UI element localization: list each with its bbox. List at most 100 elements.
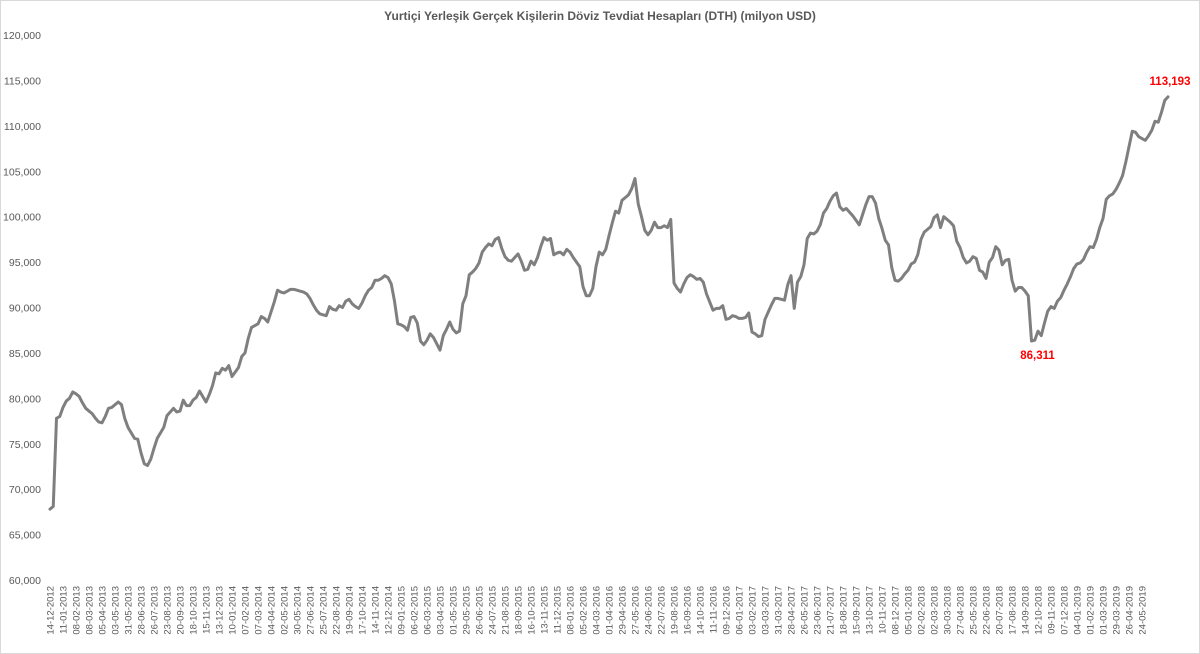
x-tick-label: 06-01-2017 [735, 586, 746, 635]
x-tick-label: 08-01-2016 [566, 586, 577, 635]
y-tick-label: 60,000 [9, 575, 41, 587]
x-tick-label: 14-09-2018 [1021, 586, 1032, 635]
x-tick-label: 03-05-2013 [111, 586, 122, 635]
x-tick-label: 06-02-2015 [410, 586, 421, 635]
x-tick-label: 14-11-2014 [371, 586, 382, 634]
x-tick-label: 26-04-2019 [1125, 586, 1136, 635]
x-tick-label: 04-03-2016 [592, 586, 603, 635]
y-tick-label: 95,000 [9, 257, 41, 269]
x-tick-label: 01-02-2019 [1086, 586, 1097, 635]
x-tick-label: 18-08-2017 [839, 586, 850, 635]
x-tick-label: 09-12-2016 [722, 586, 733, 635]
y-tick-label: 70,000 [9, 484, 41, 496]
x-tick-label: 05-01-2018 [904, 586, 915, 635]
x-tick-label: 16-09-2016 [683, 586, 694, 635]
y-tick-label: 65,000 [9, 530, 41, 542]
x-tick-label: 25-07-2014 [319, 586, 330, 635]
x-tick-label: 04-01-2019 [1073, 586, 1084, 635]
x-tick-label: 29-05-2015 [462, 586, 473, 635]
x-tick-label: 20-07-2018 [995, 586, 1006, 635]
x-tick-label: 27-06-2014 [306, 586, 317, 635]
x-tick-label: 22-08-2014 [332, 586, 343, 635]
x-tick-label: 03-02-2017 [748, 586, 759, 635]
x-tick-label: 07-02-2014 [241, 586, 252, 635]
x-tick-label: 19-09-2014 [345, 586, 356, 635]
x-tick-label: 27-05-2016 [631, 586, 642, 635]
x-tick-label: 06-03-2015 [423, 586, 434, 635]
x-tick-label: 10-01-2014 [228, 586, 239, 635]
x-tick-label: 20-09-2013 [176, 586, 187, 635]
x-tick-label: 18-09-2015 [514, 586, 525, 635]
x-tick-label: 21-07-2017 [826, 586, 837, 635]
y-tick-label: 110,000 [4, 121, 41, 133]
y-axis: 60,000 65,000 70,000 75,000 80,000 85,000 90,0… [3, 30, 41, 587]
annotations: 113,193 86,311 [1020, 76, 1190, 362]
x-tick-label: 15-09-2017 [852, 586, 863, 635]
x-tick-label: 21-08-2015 [501, 586, 512, 635]
x-tick-label: 09-01-2015 [397, 586, 408, 635]
x-tick-label: 14-12-2012 [46, 586, 57, 635]
x-tick-label: 31-05-2013 [124, 586, 135, 635]
x-tick-label: 10-11-2017 [878, 586, 889, 634]
y-tick-label: 115,000 [4, 75, 41, 87]
x-tick-label: 22-06-2018 [982, 586, 993, 635]
x-tick-label: 15-11-2013 [202, 586, 213, 634]
x-tick-label: 01-03-2019 [1099, 586, 1110, 635]
x-tick-label: 27-04-2018 [956, 586, 967, 635]
annotation-min: 86,311 [1020, 350, 1055, 362]
x-tick-label: 02-05-2014 [280, 586, 291, 635]
x-tick-label: 28-06-2013 [137, 586, 148, 635]
x-tick-label: 11-01-2013 [59, 586, 70, 634]
x-tick-label: 28-04-2017 [787, 586, 798, 635]
y-tick-label: 90,000 [9, 303, 41, 315]
x-tick-label: 26-06-2015 [475, 586, 486, 635]
x-tick-label: 16-10-2015 [527, 586, 538, 635]
x-tick-label: 26-05-2017 [800, 586, 811, 635]
x-tick-label: 24-05-2019 [1138, 586, 1149, 635]
x-tick-label: 26-07-2013 [150, 586, 161, 635]
x-tick-label: 13-10-2017 [865, 586, 876, 635]
x-tick-label: 17-08-2018 [1008, 586, 1019, 635]
x-tick-label: 23-06-2017 [813, 586, 824, 635]
series-line-dth [48, 95, 1170, 511]
annotation-max: 113,193 [1150, 76, 1191, 88]
x-tick-label: 02-02-2018 [917, 586, 928, 635]
x-tick-label: 13-12-2013 [215, 586, 226, 635]
x-tick-label: 31-03-2017 [774, 586, 785, 635]
x-tick-label: 22-07-2016 [657, 586, 668, 635]
x-tick-label: 29-03-2019 [1112, 586, 1123, 635]
x-tick-label: 03-03-2017 [761, 586, 772, 635]
x-tick-label: 09-11-2018 [1047, 586, 1058, 634]
x-tick-label: 19-08-2016 [670, 586, 681, 635]
x-tick-label: 11-12-2015 [553, 586, 564, 634]
x-axis: 14-12-2012 11-01-2013 08-02-2013 08-03-2013… [46, 586, 1149, 635]
y-tick-label: 105,000 [3, 166, 41, 178]
x-tick-label: 24-06-2016 [644, 586, 655, 635]
x-tick-label: 05-02-2016 [579, 586, 590, 635]
x-tick-label: 03-04-2015 [436, 586, 447, 635]
y-tick-label: 75,000 [9, 439, 41, 451]
x-tick-label: 25-05-2018 [969, 586, 980, 635]
x-tick-label: 14-10-2016 [696, 586, 707, 635]
x-tick-label: 07-03-2014 [254, 586, 265, 635]
x-tick-label: 04-04-2014 [267, 586, 278, 635]
x-tick-label: 18-10-2013 [189, 586, 200, 635]
x-tick-label: 02-03-2018 [930, 586, 941, 635]
x-tick-label: 08-12-2017 [891, 586, 902, 635]
y-tick-label: 100,000 [3, 212, 41, 224]
x-tick-label: 07-12-2018 [1060, 586, 1071, 635]
x-tick-label: 13-11-2015 [540, 586, 551, 634]
x-tick-label: 08-02-2013 [72, 586, 83, 635]
x-tick-label: 29-04-2016 [618, 586, 629, 635]
x-tick-label: 11-11-2016 [709, 586, 720, 633]
x-tick-label: 05-04-2013 [98, 586, 109, 635]
x-tick-label: 23-08-2013 [163, 586, 174, 635]
chart-title: Yurtiçi Yerleşik Gerçek Kişilerin Döviz … [384, 9, 816, 23]
x-tick-label: 30-05-2014 [293, 586, 304, 635]
x-tick-label: 08-03-2013 [85, 586, 96, 635]
x-tick-label: 30-03-2018 [943, 586, 954, 635]
y-tick-label: 85,000 [9, 348, 41, 360]
